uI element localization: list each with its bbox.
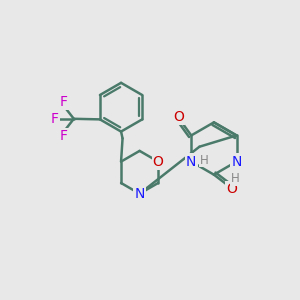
Text: O: O [173, 110, 184, 124]
Text: H: H [231, 172, 239, 185]
Text: N: N [134, 187, 145, 201]
Text: F: F [59, 129, 68, 143]
Text: N: N [231, 154, 242, 169]
Text: O: O [153, 154, 164, 169]
Text: F: F [59, 95, 68, 109]
Text: F: F [51, 112, 59, 126]
Text: H: H [200, 154, 208, 166]
Text: O: O [226, 182, 237, 196]
Text: N: N [186, 154, 196, 169]
